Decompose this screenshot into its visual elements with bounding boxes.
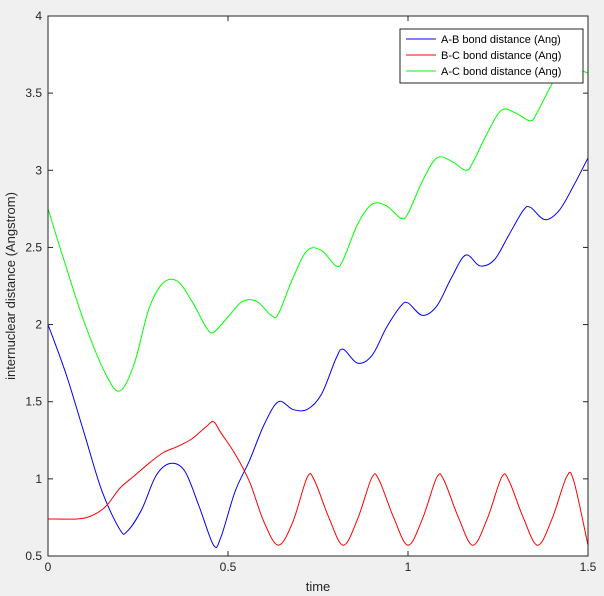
legend-label: A-C bond distance (Ang) [441, 66, 561, 78]
y-tick-label: 3 [35, 163, 42, 177]
ticks-layer [47, 15, 589, 557]
y-tick-label: 2 [35, 318, 42, 332]
axes-box [47, 15, 589, 557]
x-tick-label: 0 [45, 560, 52, 574]
series-layer [47, 61, 589, 548]
series-line-1 [47, 157, 589, 548]
x-tick-label: 1 [405, 560, 412, 574]
legend-label: B-C bond distance (Ang) [441, 50, 561, 62]
legend-box [399, 28, 584, 84]
x-tick-label: 0.5 [220, 560, 237, 574]
legend[interactable]: A-B bond distance (Ang) B-C bond distance… [399, 28, 584, 84]
series-line-3 [47, 61, 589, 392]
series-line-2 [47, 421, 589, 546]
y-tick-label: 0.5 [25, 549, 42, 563]
x-tick-label: 1.5 [580, 560, 597, 574]
y-tick-label: 1.5 [25, 395, 42, 409]
labels-layer: 0 0.5 1 1.50.511.522.533.54 [25, 9, 596, 574]
plot-area [48, 16, 588, 556]
x-axis-title: time [306, 579, 331, 594]
y-tick-label: 1 [35, 472, 42, 486]
y-axis-title: internuclear distance (Angstrom) [3, 192, 18, 380]
legend-items: A-B bond distance (Ang) B-C bond distance… [406, 34, 561, 78]
y-tick-label: 4 [35, 9, 42, 23]
legend-label: A-B bond distance (Ang) [441, 34, 561, 46]
y-tick-label: 3.5 [25, 86, 42, 100]
y-tick-label: 2.5 [25, 240, 42, 254]
